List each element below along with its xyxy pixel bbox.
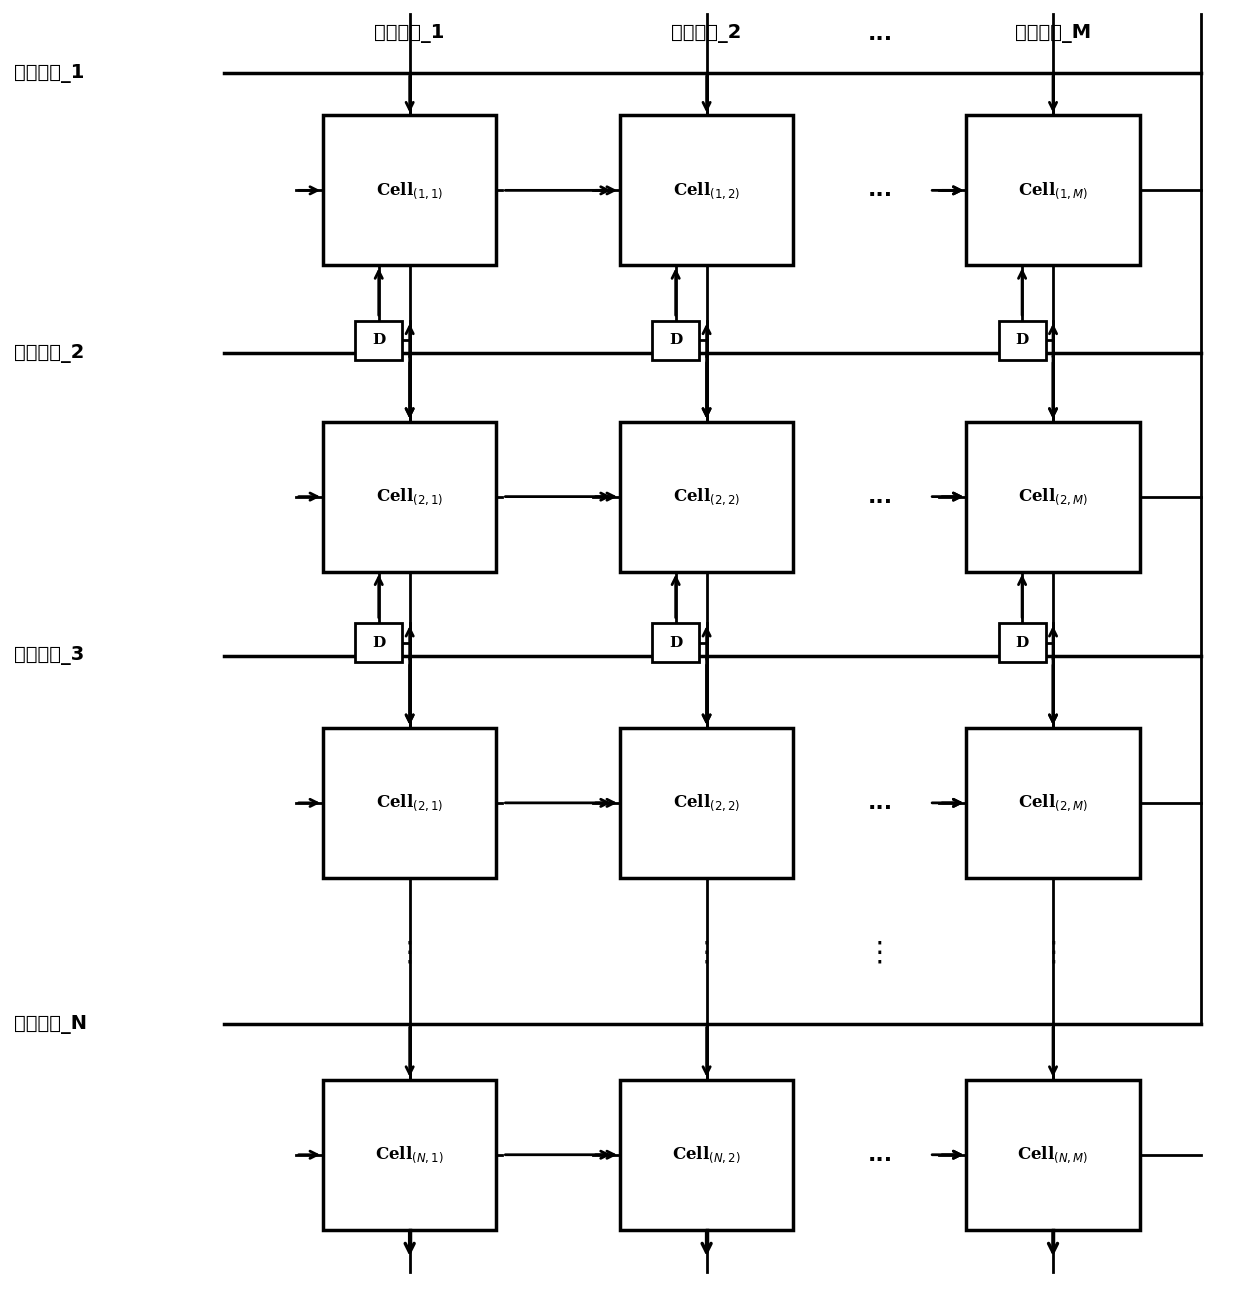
Text: 权重数据_1: 权重数据_1 [14,64,84,82]
Bar [966,727,1140,878]
Text: Cell$_{(1,1)}$: Cell$_{(1,1)}$ [376,180,444,201]
Text: D: D [1016,333,1029,347]
Text: 权重数据_N: 权重数据_N [14,1015,87,1034]
Text: ⋮: ⋮ [866,939,894,966]
Text: ...: ... [867,180,893,200]
Text: 激活数据_M: 激活数据_M [1016,25,1091,43]
Text: Cell$_{(1,M)}$: Cell$_{(1,M)}$ [1018,180,1087,201]
Text: Cell$_{(N,M)}$: Cell$_{(N,M)}$ [1017,1144,1089,1165]
Bar [998,623,1045,662]
Text: D: D [372,333,386,347]
Text: ...: ... [867,24,893,44]
Text: Cell$_{(2,1)}$: Cell$_{(2,1)}$ [376,793,444,814]
Text: ⋮: ⋮ [396,939,424,966]
Text: Cell$_{(1,2)}$: Cell$_{(1,2)}$ [673,180,740,201]
Bar [998,321,1045,359]
Text: ...: ... [867,487,893,507]
Text: Cell$_{(N,1)}$: Cell$_{(N,1)}$ [376,1144,444,1165]
Text: D: D [372,636,386,649]
Text: ...: ... [867,1145,893,1165]
Text: Cell$_{(2,2)}$: Cell$_{(2,2)}$ [673,486,740,507]
Bar [620,422,794,572]
Bar [966,1080,1140,1230]
Bar [620,1080,794,1230]
Text: ⋮: ⋮ [693,939,720,966]
Bar [324,1080,496,1230]
Bar [966,115,1140,265]
Text: Cell$_{(2,M)}$: Cell$_{(2,M)}$ [1018,486,1087,507]
Bar [355,623,402,662]
Text: Cell$_{(N,2)}$: Cell$_{(N,2)}$ [672,1144,742,1165]
Text: 激活数据_1: 激活数据_1 [374,25,445,43]
Bar [620,115,794,265]
Text: Cell$_{(2,M)}$: Cell$_{(2,M)}$ [1018,793,1087,814]
Bar [620,727,794,878]
Bar [355,321,402,359]
Text: 权重数据_2: 权重数据_2 [14,343,84,363]
Text: D: D [1016,636,1029,649]
Text: ⋮: ⋮ [1039,939,1066,966]
Bar [324,422,496,572]
Text: Cell$_{(2,2)}$: Cell$_{(2,2)}$ [673,793,740,814]
Bar [324,115,496,265]
Text: ...: ... [867,793,893,812]
Text: Cell$_{(2,1)}$: Cell$_{(2,1)}$ [376,486,444,507]
Bar [652,623,699,662]
Bar [324,727,496,878]
Bar [652,321,699,359]
Bar [966,422,1140,572]
Text: 激活数据_2: 激活数据_2 [671,25,742,43]
Text: D: D [670,333,682,347]
Text: 权重数据_3: 权重数据_3 [14,646,84,665]
Text: D: D [670,636,682,649]
